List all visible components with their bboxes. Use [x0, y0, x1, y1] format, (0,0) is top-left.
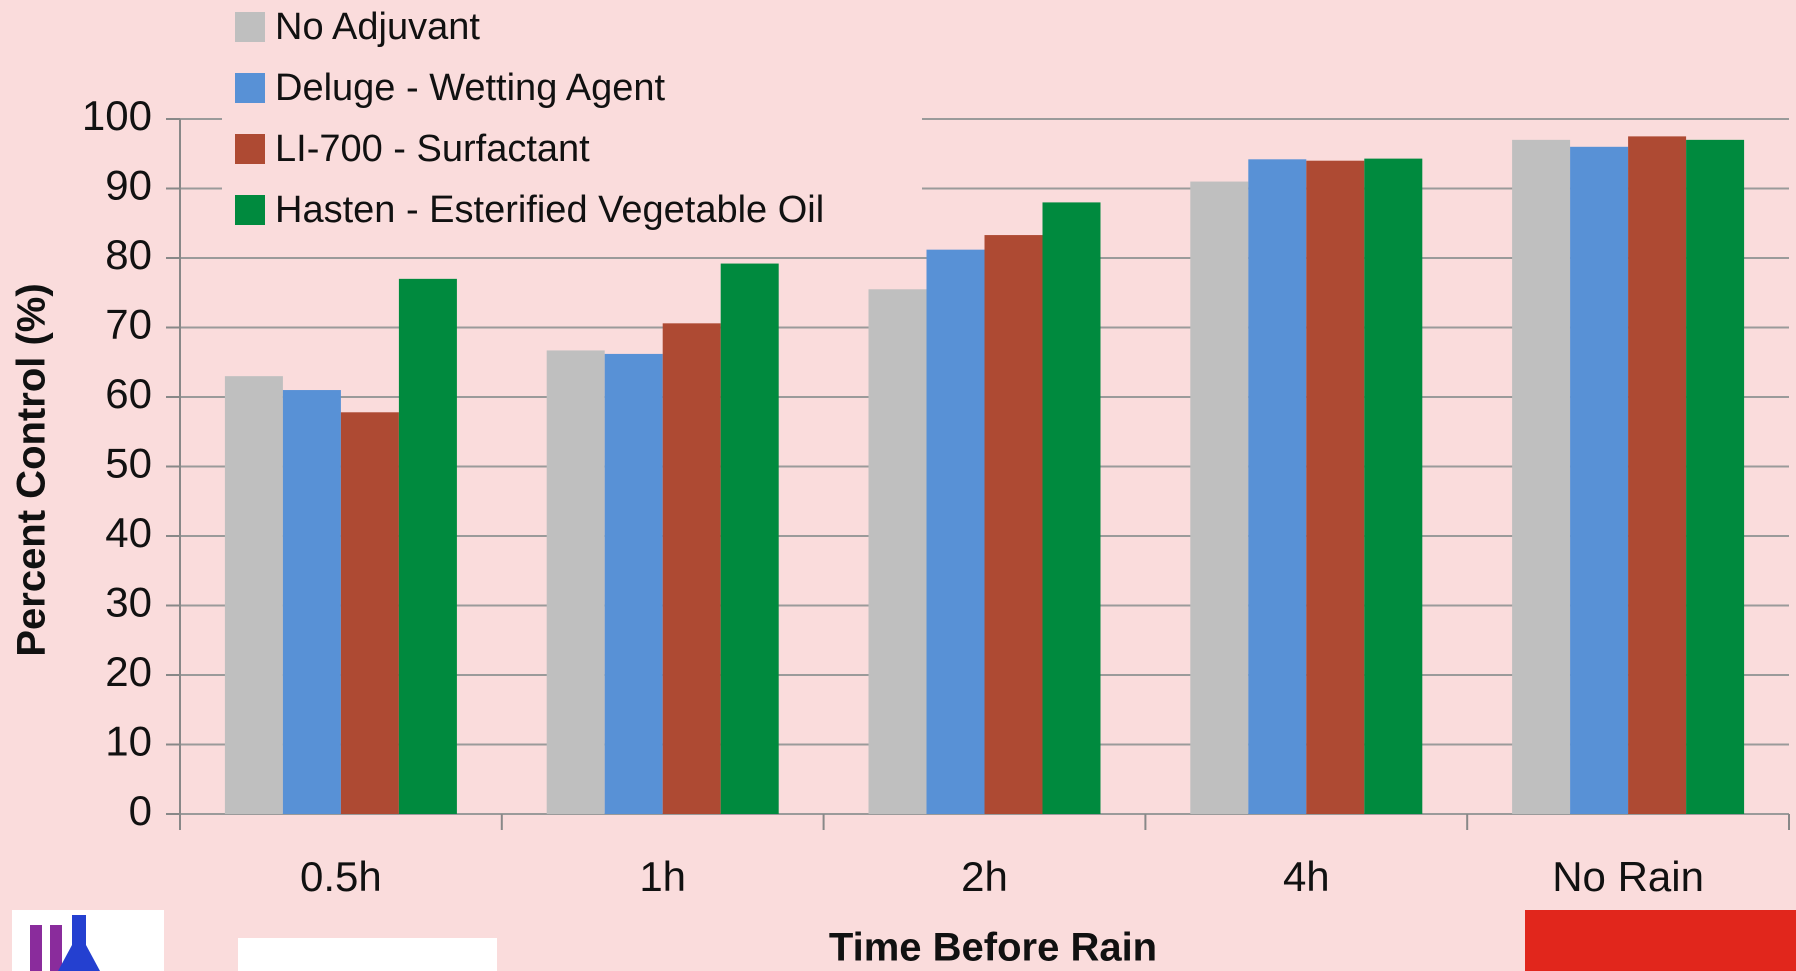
bar: [926, 249, 985, 814]
logo-molecule: [238, 938, 497, 971]
y-tick-label: 90: [105, 162, 152, 209]
y-tick-label: 40: [105, 509, 152, 556]
legend: No Adjuvant Deluge - Wetting Agent LI-700 …: [222, 0, 922, 238]
bar: [662, 323, 721, 814]
bar: [1570, 146, 1629, 815]
bar: [1248, 159, 1307, 814]
bar: [1364, 158, 1423, 815]
bar: [224, 376, 283, 814]
legend-label: Deluge - Wetting Agent: [275, 67, 666, 109]
legend-swatch: [235, 73, 265, 103]
y-tick-label: 60: [105, 370, 152, 417]
bar: [1042, 202, 1101, 814]
y-tick-label: 10: [105, 718, 152, 765]
bar: [984, 235, 1043, 814]
y-tick-label: 80: [105, 231, 152, 278]
bar: [720, 263, 779, 814]
bar: [340, 412, 399, 814]
x-tick-label: 0.5h: [300, 853, 382, 900]
x-tick-label: 2h: [961, 853, 1008, 900]
bars: [224, 136, 1745, 815]
y-tick-label: 70: [105, 301, 152, 348]
logo-lab-tube: [50, 925, 62, 971]
bar: [868, 289, 927, 814]
bar: [1512, 139, 1571, 815]
legend-background: [222, 0, 922, 238]
bar: [398, 278, 457, 815]
bar: [1686, 139, 1745, 815]
legend-swatch: [235, 134, 265, 164]
y-tick-label: 20: [105, 648, 152, 695]
x-tick-label: 1h: [639, 853, 686, 900]
logo-brand: [1525, 910, 1796, 971]
bar: [604, 353, 663, 814]
y-tick-label: 100: [82, 92, 152, 139]
logo-lab-flask: [58, 915, 100, 971]
x-tick-label: 4h: [1283, 853, 1330, 900]
y-tick-label: 50: [105, 440, 152, 487]
y-axis-title: Percent Control (%): [10, 283, 54, 656]
bar: [1190, 181, 1249, 815]
x-axis-title: Time Before Rain: [829, 926, 1157, 970]
legend-swatch: [235, 195, 265, 225]
bar: [1306, 160, 1365, 814]
legend-label: LI-700 - Surfactant: [275, 128, 590, 170]
y-tick-label: 30: [105, 579, 152, 626]
logo-lab-tube: [30, 925, 42, 971]
legend-swatch: [235, 12, 265, 42]
bar: [282, 390, 341, 814]
bar: [546, 350, 605, 814]
x-tick-label: No Rain: [1552, 853, 1704, 900]
y-tick-label: 0: [129, 787, 152, 834]
legend-label: No Adjuvant: [275, 6, 480, 48]
bar: [1628, 136, 1687, 814]
legend-label: Hasten - Esterified Vegetable Oil: [275, 189, 824, 231]
